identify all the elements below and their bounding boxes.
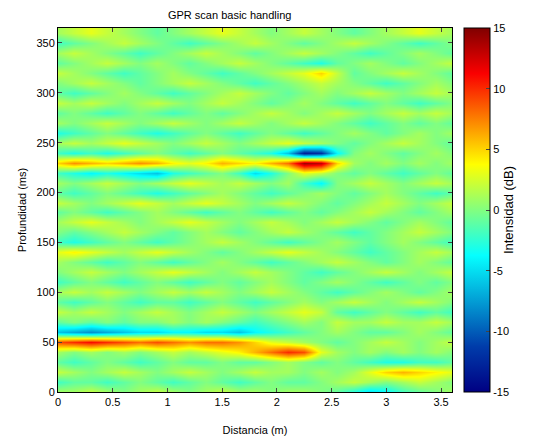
svg-text:15: 15 <box>493 22 505 34</box>
svg-text:10: 10 <box>493 83 505 95</box>
svg-text:0: 0 <box>49 386 55 398</box>
svg-text:200: 200 <box>36 186 54 198</box>
svg-text:-15: -15 <box>493 386 509 398</box>
svg-text:-5: -5 <box>493 265 503 277</box>
svg-text:300: 300 <box>36 87 54 99</box>
svg-text:2: 2 <box>274 396 280 408</box>
svg-text:Profundidad (ms): Profundidad (ms) <box>16 168 28 252</box>
svg-text:1: 1 <box>164 396 170 408</box>
svg-text:150: 150 <box>36 236 54 248</box>
svg-text:5: 5 <box>493 143 499 155</box>
svg-text:0: 0 <box>55 396 61 408</box>
svg-text:250: 250 <box>36 137 54 149</box>
svg-text:50: 50 <box>43 336 55 348</box>
svg-text:0.5: 0.5 <box>105 396 120 408</box>
svg-text:Intensidad (dB): Intensidad (dB) <box>501 166 516 254</box>
svg-text:-10: -10 <box>493 325 509 337</box>
svg-text:3: 3 <box>383 396 389 408</box>
svg-text:0: 0 <box>493 204 499 216</box>
svg-text:100: 100 <box>36 286 54 298</box>
svg-text:GPR scan basic handling: GPR scan basic handling <box>168 9 292 21</box>
svg-text:2.5: 2.5 <box>324 396 339 408</box>
svg-text:Distancia (m): Distancia (m) <box>223 424 288 436</box>
svg-text:1.5: 1.5 <box>215 396 230 408</box>
svg-text:3.5: 3.5 <box>433 396 448 408</box>
svg-text:350: 350 <box>36 37 54 49</box>
